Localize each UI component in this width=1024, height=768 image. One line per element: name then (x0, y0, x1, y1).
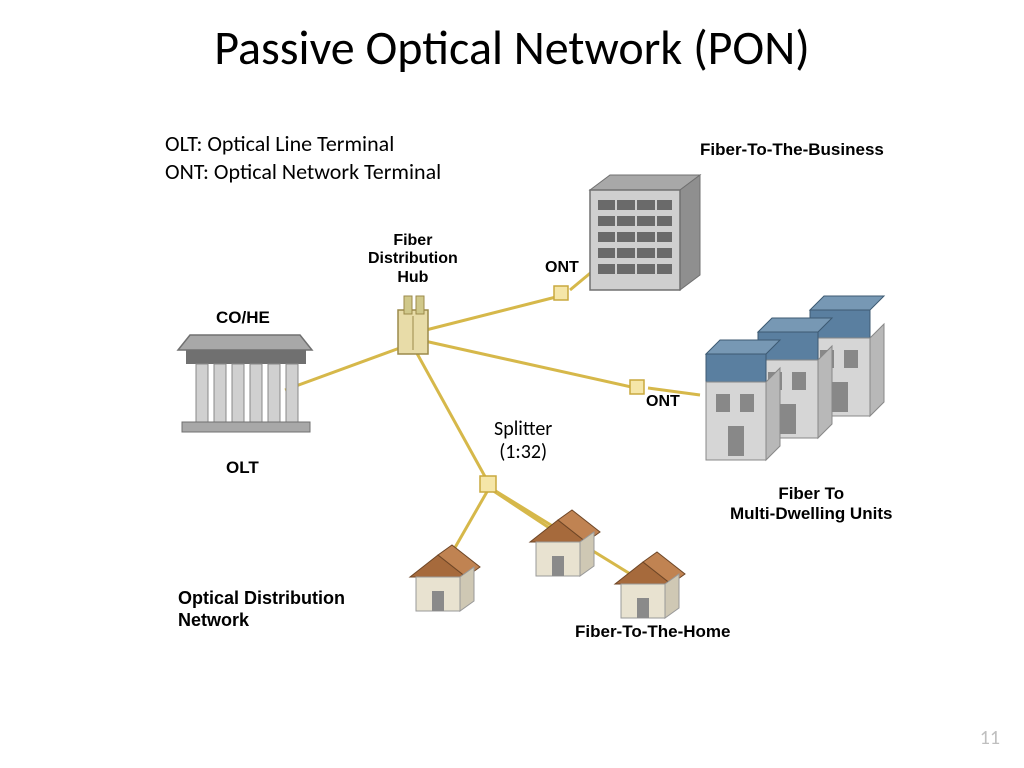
label-fttb: Fiber-To-The-Business (700, 140, 884, 160)
page-number: 11 (980, 726, 1000, 750)
label-ftmu: Fiber To Multi-Dwelling Units (730, 484, 892, 525)
label-ont-mdu: ONT (646, 393, 680, 411)
label-olt: OLT (226, 458, 259, 478)
label-cohe: CO/HE (216, 308, 270, 328)
fiber-hub (398, 296, 428, 354)
legend-olt: OLT: Optical Line Terminal (165, 130, 394, 157)
ftth-house-3 (615, 552, 685, 618)
ont-business-box (554, 286, 568, 300)
label-splitter: Splitter (1:32) (494, 418, 552, 464)
ont-mdu-box (630, 380, 644, 394)
splitter-node (480, 476, 496, 492)
ftth-house-2 (530, 510, 600, 576)
label-ftth: Fiber-To-The-Home (575, 622, 731, 642)
ftth-house-1 (410, 545, 480, 611)
slide-title: Passive Optical Network (PON) (0, 18, 1024, 77)
fiber-lines (0, 0, 1024, 768)
label-odn: Optical Distribution Network (178, 588, 345, 631)
office-building-icon (590, 175, 700, 290)
label-ont-business: ONT (545, 259, 579, 277)
legend-ont: ONT: Optical Network Terminal (165, 158, 441, 185)
mdu-icon (706, 296, 884, 460)
olt-building-icon (178, 335, 312, 432)
label-fiber-hub: Fiber Distribution Hub (368, 232, 458, 287)
